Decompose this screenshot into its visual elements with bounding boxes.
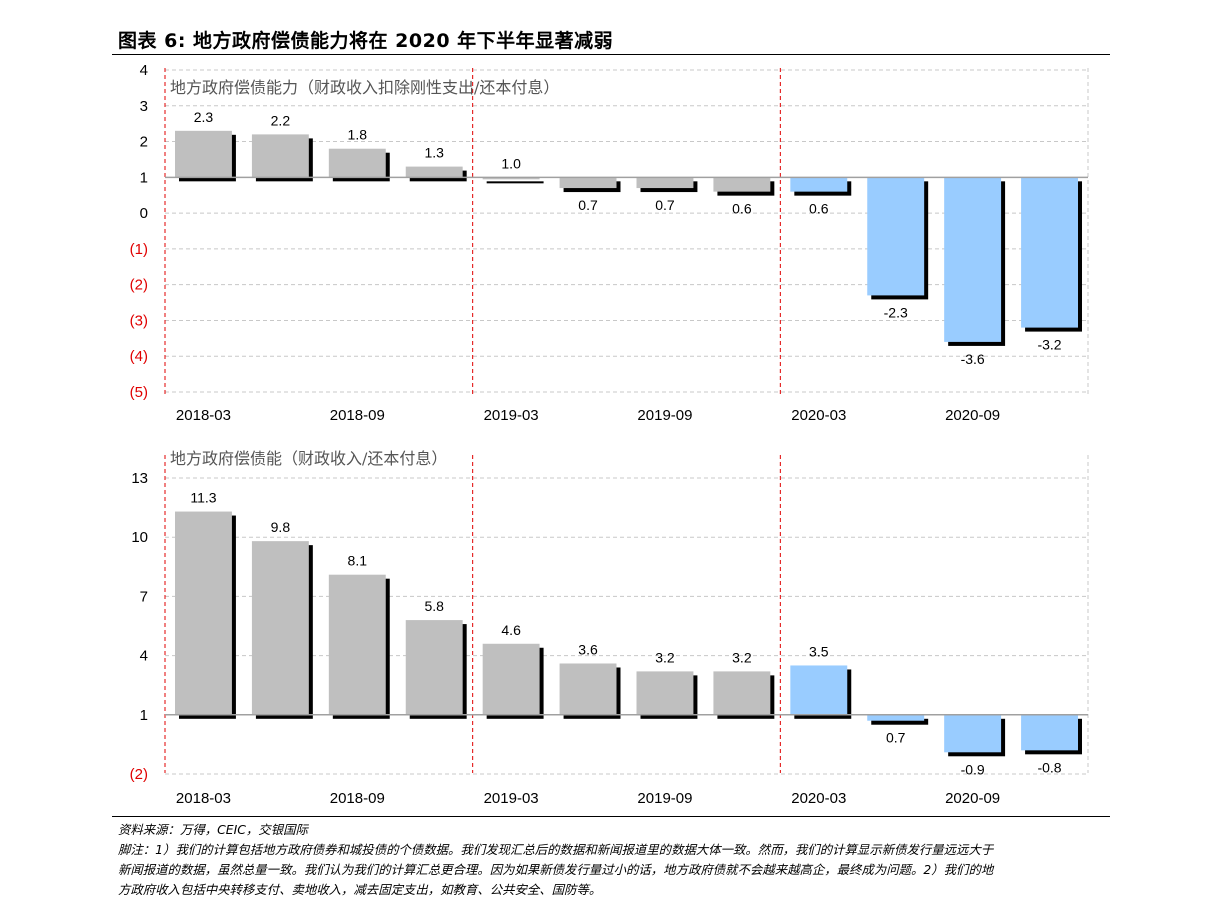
bar xyxy=(636,671,694,715)
data-label: 3.2 xyxy=(655,649,675,665)
bar xyxy=(328,148,386,178)
x-tick-label: 2020-03 xyxy=(791,790,846,807)
x-tick-label: 2020-09 xyxy=(945,790,1000,807)
notes: 资料来源：万得，CEIC，交银国际 脚注：1）我们的计算包括地方政府债券和城投债… xyxy=(118,820,1108,900)
y-tick-label: (2) xyxy=(130,766,148,783)
bar xyxy=(328,574,386,715)
y-tick-label: (2) xyxy=(130,277,148,294)
data-label: -0.9 xyxy=(961,761,985,777)
data-label: 0.6 xyxy=(732,201,752,217)
y-tick-label: (5) xyxy=(130,384,148,401)
data-label: 2.3 xyxy=(194,109,214,125)
data-label: -0.8 xyxy=(1037,759,1061,775)
data-label: 2.2 xyxy=(271,112,291,128)
x-tick-label: 2020-09 xyxy=(945,407,1000,424)
y-tick-label: 10 xyxy=(131,529,148,546)
source-note: 资料来源：万得，CEIC，交银国际 xyxy=(118,822,308,837)
bar xyxy=(251,541,309,715)
data-label: 0.7 xyxy=(578,197,598,213)
data-label: 3.2 xyxy=(732,649,752,665)
bar xyxy=(1021,714,1079,751)
bar xyxy=(944,714,1002,753)
bar-shadow xyxy=(486,181,544,184)
data-label: 11.3 xyxy=(190,490,216,506)
chart-title: 地方政府偿债能（财政收入/还本付息） xyxy=(170,449,447,468)
footnote-line: 脚注：1）我们的计算包括地方政府债券和城投债的个债数据。我们发现汇总后的数据和新… xyxy=(118,842,994,857)
y-tick-label: 2 xyxy=(140,134,148,151)
chart-title: 地方政府偿债能力（财政收入扣除刚性支出/还本付息） xyxy=(170,78,559,97)
footnote-line: 方政府收入包括中央转移支付、卖地收入，减去固定支出，如教育、公共安全、国防等。 xyxy=(118,882,602,897)
data-label: 4.6 xyxy=(501,622,521,638)
notes-rule xyxy=(112,816,1110,817)
data-label: 3.6 xyxy=(578,641,598,657)
y-tick-label: 1 xyxy=(140,169,148,186)
data-label: 5.8 xyxy=(424,598,444,614)
debt-capacity-chart-top: 4 3 2 1 0 (1) (2) (3) (4) (5) 2.3 2.2 1.8 1.3 1.0 0.7 0.… xyxy=(130,62,1089,424)
y-tick-label: 13 xyxy=(131,470,148,487)
y-tick-label: 3 xyxy=(140,98,148,115)
bar xyxy=(482,177,540,180)
bar xyxy=(559,663,617,715)
y-tick-label: 1 xyxy=(140,707,148,724)
y-tick-label: 4 xyxy=(140,648,148,665)
x-tick-label: 2019-03 xyxy=(484,790,539,807)
bar xyxy=(867,177,925,296)
bar xyxy=(636,177,694,189)
data-label: 3.5 xyxy=(809,643,829,659)
y-tick-label: 4 xyxy=(140,62,148,79)
bar xyxy=(1021,177,1079,328)
x-tick-label: 2019-03 xyxy=(484,407,539,424)
bar xyxy=(713,671,771,715)
bar xyxy=(174,130,232,178)
y-tick-label: (3) xyxy=(130,312,148,329)
debt-capacity-chart-bottom: 13 10 7 4 1 (2) 11.3 9.8 8.1 5.8 4.6 3.6 3.2 3.2 3.5 0.… xyxy=(130,449,1089,807)
data-label: 0.7 xyxy=(886,730,906,746)
data-label: 8.1 xyxy=(348,553,368,569)
data-label: 1.3 xyxy=(424,145,444,161)
footnote-line: 新闻报道的数据，虽然总量一致。我们认为我们的计算汇总更合理。因为如果新债发行量过… xyxy=(118,862,994,877)
x-tick-label: 2018-03 xyxy=(176,407,231,424)
bar xyxy=(944,177,1002,342)
bar xyxy=(559,177,617,189)
bar xyxy=(790,665,848,715)
data-label: -2.3 xyxy=(884,304,908,320)
bar xyxy=(405,166,463,178)
y-tick-label: (4) xyxy=(130,348,148,365)
data-label: 1.8 xyxy=(348,127,368,143)
bar xyxy=(713,177,771,192)
x-tick-label: 2018-09 xyxy=(330,790,385,807)
bar xyxy=(482,643,540,715)
data-label: 9.8 xyxy=(271,519,291,535)
data-label: -3.6 xyxy=(961,351,985,367)
y-tick-label: 0 xyxy=(140,205,148,222)
bar-shadow xyxy=(871,718,929,725)
x-tick-label: 2020-03 xyxy=(791,407,846,424)
data-label: 0.7 xyxy=(655,197,675,213)
bar xyxy=(251,134,309,178)
data-label: 0.6 xyxy=(809,201,829,217)
x-tick-label: 2019-09 xyxy=(637,790,692,807)
x-tick-label: 2019-09 xyxy=(637,407,692,424)
bar xyxy=(867,714,925,721)
title-rule xyxy=(112,54,1110,55)
y-tick-label: (1) xyxy=(130,241,148,258)
data-label: -3.2 xyxy=(1037,337,1061,353)
y-tick-label: 7 xyxy=(140,588,148,605)
bar xyxy=(405,620,463,715)
x-tick-label: 2018-03 xyxy=(176,790,231,807)
data-label: 1.0 xyxy=(501,155,521,171)
figure-title: 图表 6: 地方政府偿债能力将在 2020 年下半年显著减弱 xyxy=(118,30,614,52)
bar xyxy=(790,177,848,192)
x-tick-label: 2018-09 xyxy=(330,407,385,424)
bar xyxy=(174,511,232,715)
